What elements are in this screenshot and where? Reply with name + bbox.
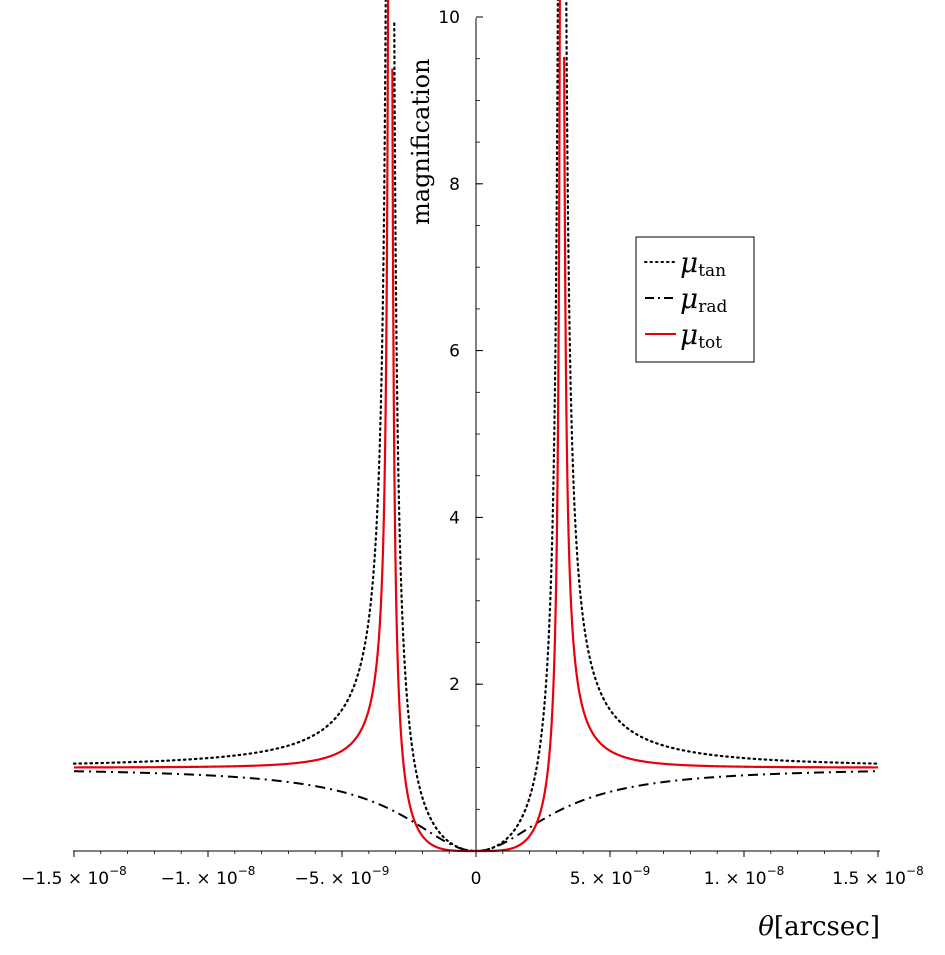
x-tick-label-5: 1. × 10−8 [704,864,785,889]
legend: μtan μrad μtot [635,236,755,363]
x-axis-label: θ[arcsec] [758,912,880,942]
x-tick-label-2: −5. × 10−9 [295,864,390,889]
x-tick-label-6: 1.5 × 10−8 [832,864,923,889]
x-tick-label-1: −1. × 10−8 [161,864,256,889]
series-tan-line-0 [72,0,387,765]
series-tot-line-2 [563,56,878,769]
x-axis-symbol: θ [758,912,774,942]
legend-label-tot: μtot [680,318,722,353]
x-tick-label-3: 0 [471,869,482,889]
x-tick-label-4: 5. × 10−9 [570,864,651,889]
series-tan-line-2 [565,1,880,765]
y-tick-label-0: 2 [449,675,460,695]
series-tot-line-0 [74,0,390,769]
x-axis-unit: [arcsec] [774,912,880,942]
y-axis-label: magnification [407,58,435,225]
y-tick-label-3: 8 [449,175,460,195]
legend-box [635,236,755,363]
legend-label-rad: μrad [680,282,727,317]
x-tick-label-0: −1.5 × 10−8 [21,864,127,889]
x-ticks: −1.5 × 10−8 −1. × 10−8 −5. × 10−9 0 5. × 10−… [21,851,924,889]
y-tick-label-2: 6 [449,342,460,362]
series-rad-line-0 [73,770,879,852]
legend-label-tan: μtan [680,246,726,281]
y-tick-label-4: 10 [438,8,460,28]
y-tick-label-1: 4 [449,508,460,528]
y-ticks: 2 4 6 8 10 [438,8,483,810]
